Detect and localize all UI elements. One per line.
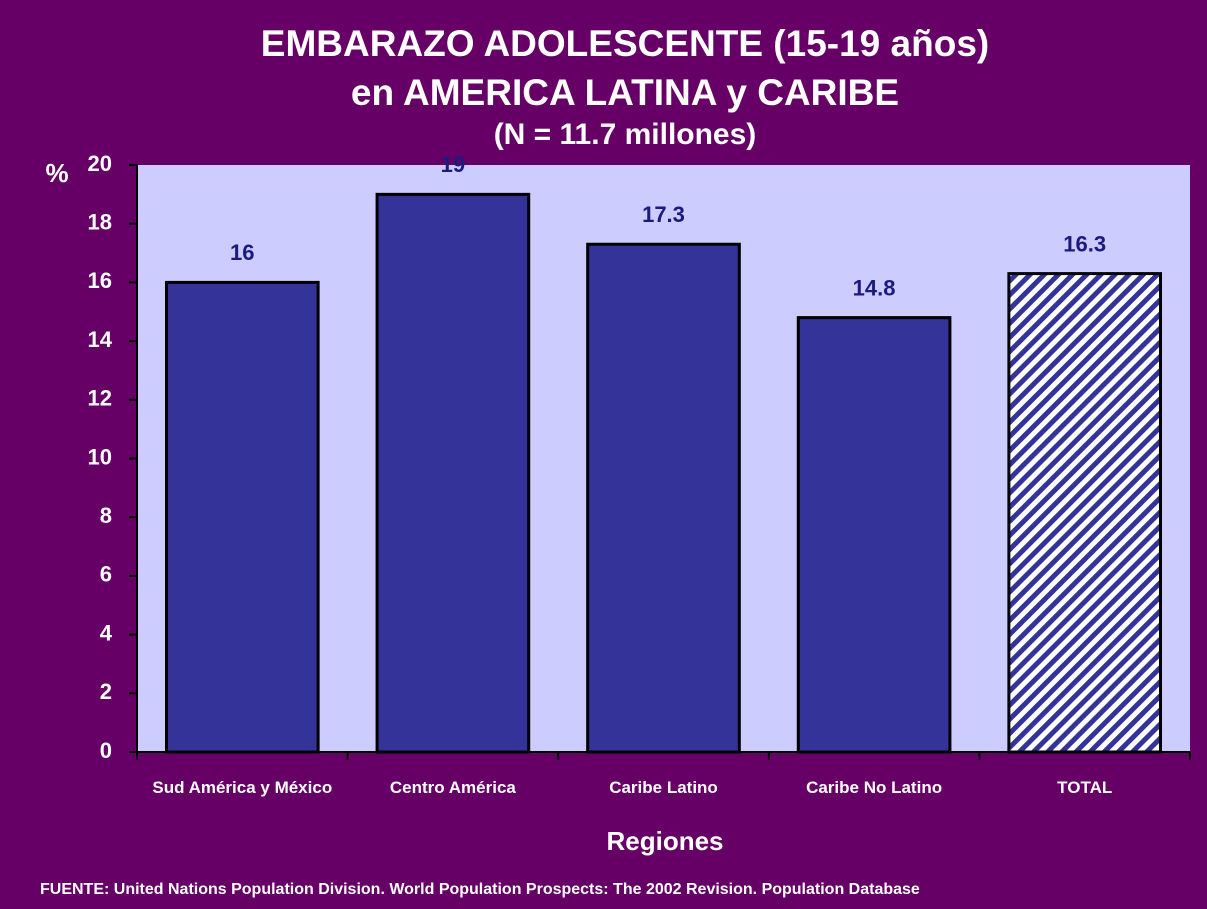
bar	[586, 242, 741, 754]
x-tick-label: TOTAL	[1057, 778, 1113, 797]
bar	[796, 316, 952, 754]
source-note: FUENTE: United Nations Population Divisi…	[40, 881, 920, 898]
y-tick-label: 20	[88, 151, 112, 176]
x-tick-label: Caribe No Latino	[806, 778, 943, 797]
y-tick-label: 10	[88, 444, 112, 469]
bar	[375, 192, 531, 754]
bar	[1007, 272, 1163, 754]
value-label: 16	[230, 240, 254, 265]
x-axis-label: Regiones	[606, 826, 723, 856]
y-tick-label: 8	[100, 503, 112, 528]
x-tick-label: Centro América	[389, 778, 516, 797]
value-label: 19	[441, 152, 465, 177]
y-tick-label: 14	[88, 327, 113, 352]
y-tick-label: 16	[88, 268, 112, 293]
chart-title: en AMERICA LATINA y CARIBE	[351, 72, 899, 113]
x-tick-label: Caribe Latino	[609, 778, 718, 797]
y-tick-label: 12	[88, 386, 112, 411]
chart-subtitle: (N = 11.7 millones)	[494, 118, 757, 151]
y-axis-label: %	[45, 158, 68, 188]
value-label: 14.8	[853, 275, 896, 300]
bar	[164, 280, 320, 754]
value-label: 16.3	[1063, 231, 1106, 256]
value-label: 17.3	[642, 202, 685, 227]
y-tick-label: 6	[100, 562, 112, 587]
chart-title: EMBARAZO ADOLESCENTE (15-19 años)	[261, 23, 989, 64]
y-tick-label: 2	[100, 679, 112, 704]
y-tick-label: 0	[100, 738, 112, 763]
x-tick-label: Sud América y México	[152, 778, 333, 797]
y-tick-label: 18	[88, 210, 112, 235]
y-tick-label: 4	[100, 620, 113, 645]
